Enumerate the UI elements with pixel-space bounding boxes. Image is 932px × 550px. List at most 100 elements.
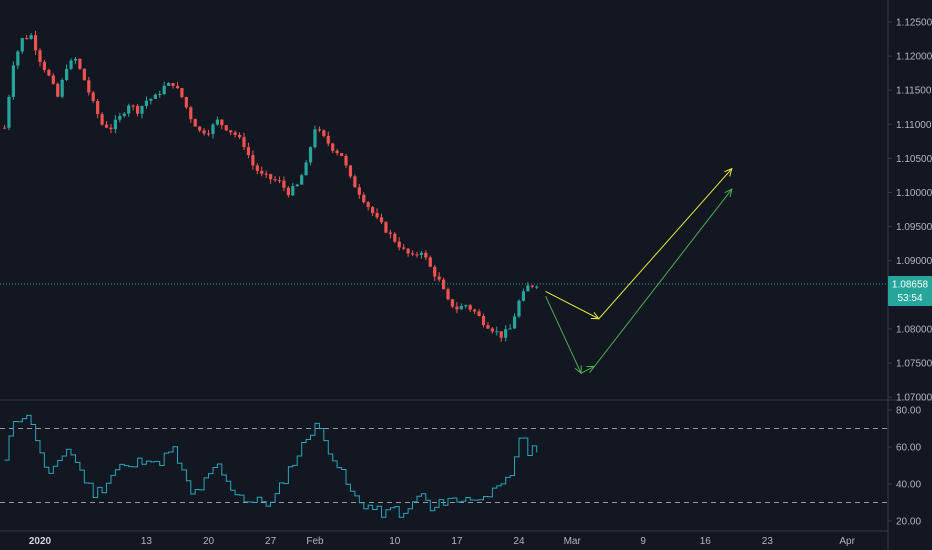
candle-body[interactable] bbox=[495, 331, 499, 333]
candle-body[interactable] bbox=[260, 170, 264, 174]
projection-arrow-green[interactable] bbox=[545, 188, 733, 374]
candle-body[interactable] bbox=[56, 83, 60, 97]
candle-body[interactable] bbox=[104, 124, 109, 128]
rsi-pane[interactable] bbox=[0, 414, 888, 518]
candle-body[interactable] bbox=[251, 154, 255, 166]
candle-body[interactable] bbox=[282, 180, 286, 188]
candle-body[interactable] bbox=[96, 101, 100, 115]
candle-body[interactable] bbox=[91, 92, 95, 102]
candle-body[interactable] bbox=[33, 35, 38, 51]
candle-body[interactable] bbox=[2, 127, 7, 129]
candle-body[interactable] bbox=[291, 186, 295, 196]
candle-body[interactable] bbox=[388, 232, 392, 234]
candle-body[interactable] bbox=[433, 266, 437, 277]
candle-body[interactable] bbox=[322, 130, 326, 136]
candle-body[interactable] bbox=[193, 119, 197, 127]
candle-body[interactable] bbox=[326, 135, 330, 144]
candle-body[interactable] bbox=[16, 51, 20, 66]
candle-body[interactable] bbox=[175, 85, 180, 89]
candle-body[interactable] bbox=[211, 124, 215, 135]
candle-body[interactable] bbox=[20, 38, 24, 52]
candle-body[interactable] bbox=[60, 80, 64, 97]
candle-body[interactable] bbox=[206, 133, 211, 135]
candle-body[interactable] bbox=[158, 94, 162, 96]
candle-body[interactable] bbox=[113, 119, 117, 130]
candle-body[interactable] bbox=[357, 187, 361, 195]
candle-body[interactable] bbox=[339, 153, 344, 157]
candle-body[interactable] bbox=[530, 285, 534, 287]
candle-body[interactable] bbox=[344, 156, 348, 166]
candle-body[interactable] bbox=[42, 61, 47, 70]
candle-body[interactable] bbox=[78, 58, 82, 69]
candle-body[interactable] bbox=[406, 248, 410, 254]
candle-body[interactable] bbox=[189, 107, 193, 120]
candle-body[interactable] bbox=[237, 134, 242, 138]
candle-body[interactable] bbox=[25, 38, 29, 40]
candle-body[interactable] bbox=[109, 127, 113, 130]
candle-body[interactable] bbox=[65, 68, 69, 81]
candle-body[interactable] bbox=[304, 162, 308, 176]
candle-body[interactable] bbox=[486, 325, 490, 329]
candle-body[interactable] bbox=[140, 105, 144, 114]
candle-body[interactable] bbox=[459, 306, 463, 310]
candle-body[interactable] bbox=[69, 60, 73, 69]
candle-body[interactable] bbox=[410, 253, 415, 255]
candle-body[interactable] bbox=[473, 309, 477, 312]
candle-body[interactable] bbox=[135, 105, 140, 114]
candle-body[interactable] bbox=[490, 328, 494, 332]
candle-body[interactable] bbox=[153, 94, 157, 99]
candle-body[interactable] bbox=[335, 150, 339, 154]
candle-body[interactable] bbox=[517, 300, 521, 317]
candle-body[interactable] bbox=[402, 247, 406, 249]
last-price-tag[interactable] bbox=[888, 276, 932, 307]
candle-body[interactable] bbox=[229, 130, 233, 133]
candle-body[interactable] bbox=[375, 213, 379, 218]
candle-body[interactable] bbox=[384, 222, 388, 233]
candle-body[interactable] bbox=[512, 316, 517, 329]
candle-body[interactable] bbox=[428, 257, 432, 267]
candle-body[interactable] bbox=[313, 129, 317, 148]
candle-body[interactable] bbox=[446, 289, 450, 300]
candle-body[interactable] bbox=[331, 143, 335, 151]
candle-body[interactable] bbox=[273, 179, 277, 181]
candle-body[interactable] bbox=[366, 202, 370, 208]
candle-body[interactable] bbox=[220, 119, 224, 126]
candle-body[interactable] bbox=[308, 147, 313, 163]
candle-body[interactable] bbox=[455, 306, 459, 310]
candle-body[interactable] bbox=[233, 132, 237, 135]
candle-body[interactable] bbox=[11, 65, 15, 97]
candle-body[interactable] bbox=[286, 187, 290, 196]
candle-body[interactable] bbox=[419, 252, 424, 255]
candle-body[interactable] bbox=[29, 35, 33, 39]
candle-body[interactable] bbox=[215, 119, 219, 125]
candle-body[interactable] bbox=[295, 184, 299, 187]
candle-body[interactable] bbox=[264, 173, 268, 175]
candle-body[interactable] bbox=[180, 88, 184, 98]
candle-body[interactable] bbox=[87, 80, 91, 93]
candle-body[interactable] bbox=[198, 126, 202, 131]
candle-body[interactable] bbox=[353, 176, 357, 188]
candle-body[interactable] bbox=[477, 311, 481, 316]
candle-body[interactable] bbox=[73, 58, 78, 61]
candle-body[interactable] bbox=[167, 83, 171, 86]
candle-body[interactable] bbox=[224, 125, 228, 131]
candle-body[interactable] bbox=[144, 100, 149, 106]
candle-body[interactable] bbox=[348, 165, 353, 177]
candle-body[interactable] bbox=[269, 174, 273, 180]
candle-body[interactable] bbox=[100, 114, 104, 125]
candle-body[interactable] bbox=[481, 315, 486, 326]
candle-body[interactable] bbox=[38, 50, 42, 62]
candle-body[interactable] bbox=[362, 194, 366, 203]
candle-body[interactable] bbox=[441, 279, 446, 290]
candle-body[interactable] bbox=[393, 233, 397, 242]
candle-body[interactable] bbox=[184, 97, 188, 108]
candle-body[interactable] bbox=[202, 130, 206, 134]
candle-body[interactable] bbox=[255, 165, 259, 171]
candle-body[interactable] bbox=[464, 305, 468, 307]
candle-body[interactable] bbox=[127, 105, 131, 114]
candle-body[interactable] bbox=[504, 329, 508, 338]
candle-body[interactable] bbox=[535, 286, 539, 288]
candle-body[interactable] bbox=[131, 105, 135, 107]
candle-body[interactable] bbox=[242, 137, 246, 148]
